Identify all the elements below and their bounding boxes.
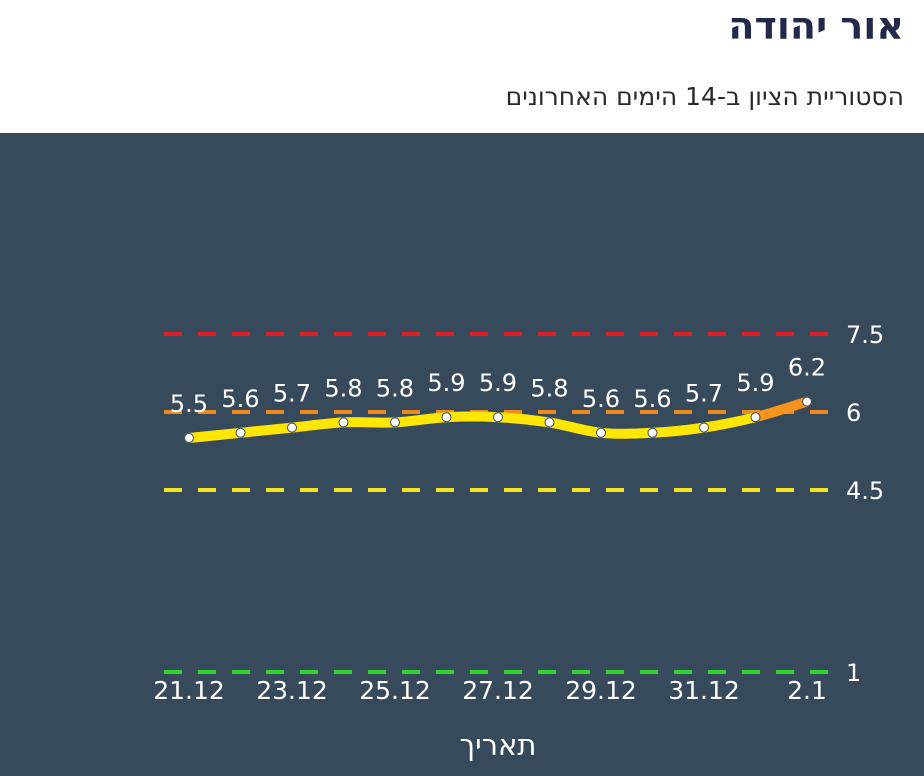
series-line-segment-3 — [338, 417, 400, 428]
data-point-0 — [184, 433, 194, 443]
series-line-segment-11 — [750, 396, 812, 423]
data-point-1 — [235, 427, 246, 438]
data-point-8 — [596, 427, 606, 438]
series-line-segment-7 — [544, 417, 606, 438]
series-line-segment-9 — [647, 422, 709, 438]
page-title: אור יהודה — [728, 4, 904, 48]
x-axis-title: תאריך — [460, 728, 537, 762]
data-label-9: 5.6 — [633, 385, 671, 413]
x-axis: 21.12 23.12 25.12 27.12 29.12 31.12 2.1 תאריך — [153, 676, 827, 762]
chart-subtitle: הסטוריית הציון ב-14 הימים האחרונים — [505, 82, 904, 111]
line-chart: 7.564.51 5.5 5.6 5.7 5.8 5.8 5.9 5.9 5.8 5.6 5.6 5… — [153, 321, 884, 762]
data-label-11: 5.9 — [736, 369, 774, 397]
series-line-segment-1 — [235, 422, 297, 438]
series-line-segment-5 — [441, 411, 503, 423]
data-label-0: 5.5 — [170, 390, 208, 418]
data-label-12: 6.2 — [788, 354, 826, 382]
data-label-4: 5.8 — [376, 374, 414, 402]
data-point-3 — [338, 417, 349, 428]
threshold-label-3: 1 — [846, 659, 861, 687]
x-tick-label-1: 23.12 — [256, 676, 328, 705]
data-label-10: 5.7 — [685, 380, 723, 408]
x-tick-label-5: 31.12 — [668, 676, 740, 705]
x-tick-label-3: 27.12 — [462, 676, 534, 705]
data-point-6 — [493, 412, 503, 423]
series-line-segment-4 — [390, 412, 452, 428]
series-line-segment-10 — [699, 412, 761, 433]
chart-header: אור יהודה הסטוריית הציון ב-14 הימים האחר… — [0, 0, 924, 133]
data-point-11 — [750, 412, 761, 423]
data-label-6: 5.9 — [479, 369, 517, 397]
x-tick-label-0: 21.12 — [153, 676, 225, 705]
data-point-4 — [390, 417, 400, 428]
series-line-segment-2 — [287, 417, 349, 433]
data-label-1: 5.6 — [221, 385, 259, 413]
data-point-10 — [699, 422, 709, 433]
data-points — [184, 396, 812, 443]
x-tick-label-2: 25.12 — [359, 676, 431, 705]
data-label-3: 5.8 — [324, 374, 362, 402]
x-tick-label-6: 2.1 — [787, 676, 827, 705]
threshold-lines: 7.5 6 4.5 1 — [164, 321, 884, 687]
data-point-2 — [287, 422, 297, 433]
data-label-7: 5.8 — [530, 374, 568, 402]
threshold-label-0: 7.5 — [846, 321, 884, 349]
data-point-12 — [802, 396, 812, 407]
data-label-8: 5.6 — [582, 385, 620, 413]
data-point-9 — [647, 427, 658, 438]
series-line-segment-6 — [493, 412, 555, 428]
data-point-7 — [544, 417, 555, 428]
chart-panel: 7.5 6 4.5 1 5.5 5.6 5.7 5.8 5.8 5.9 5.9 5.8 5.6 5.6 5… — [0, 133, 924, 776]
series-line-segment-8 — [596, 427, 658, 439]
data-label-5: 5.9 — [427, 369, 465, 397]
series-line-segment-0 — [184, 427, 246, 443]
x-tick-label-4: 29.12 — [565, 676, 637, 705]
threshold-label-1: 6 — [846, 399, 861, 427]
data-point-5 — [441, 412, 452, 423]
data-label-2: 5.7 — [273, 380, 311, 408]
threshold-label-2: 4.5 — [846, 477, 884, 505]
data-labels: 5.5 5.6 5.7 5.8 5.8 5.9 5.9 5.8 5.6 5.6 5.7 5.9 6.2 — [170, 354, 826, 418]
